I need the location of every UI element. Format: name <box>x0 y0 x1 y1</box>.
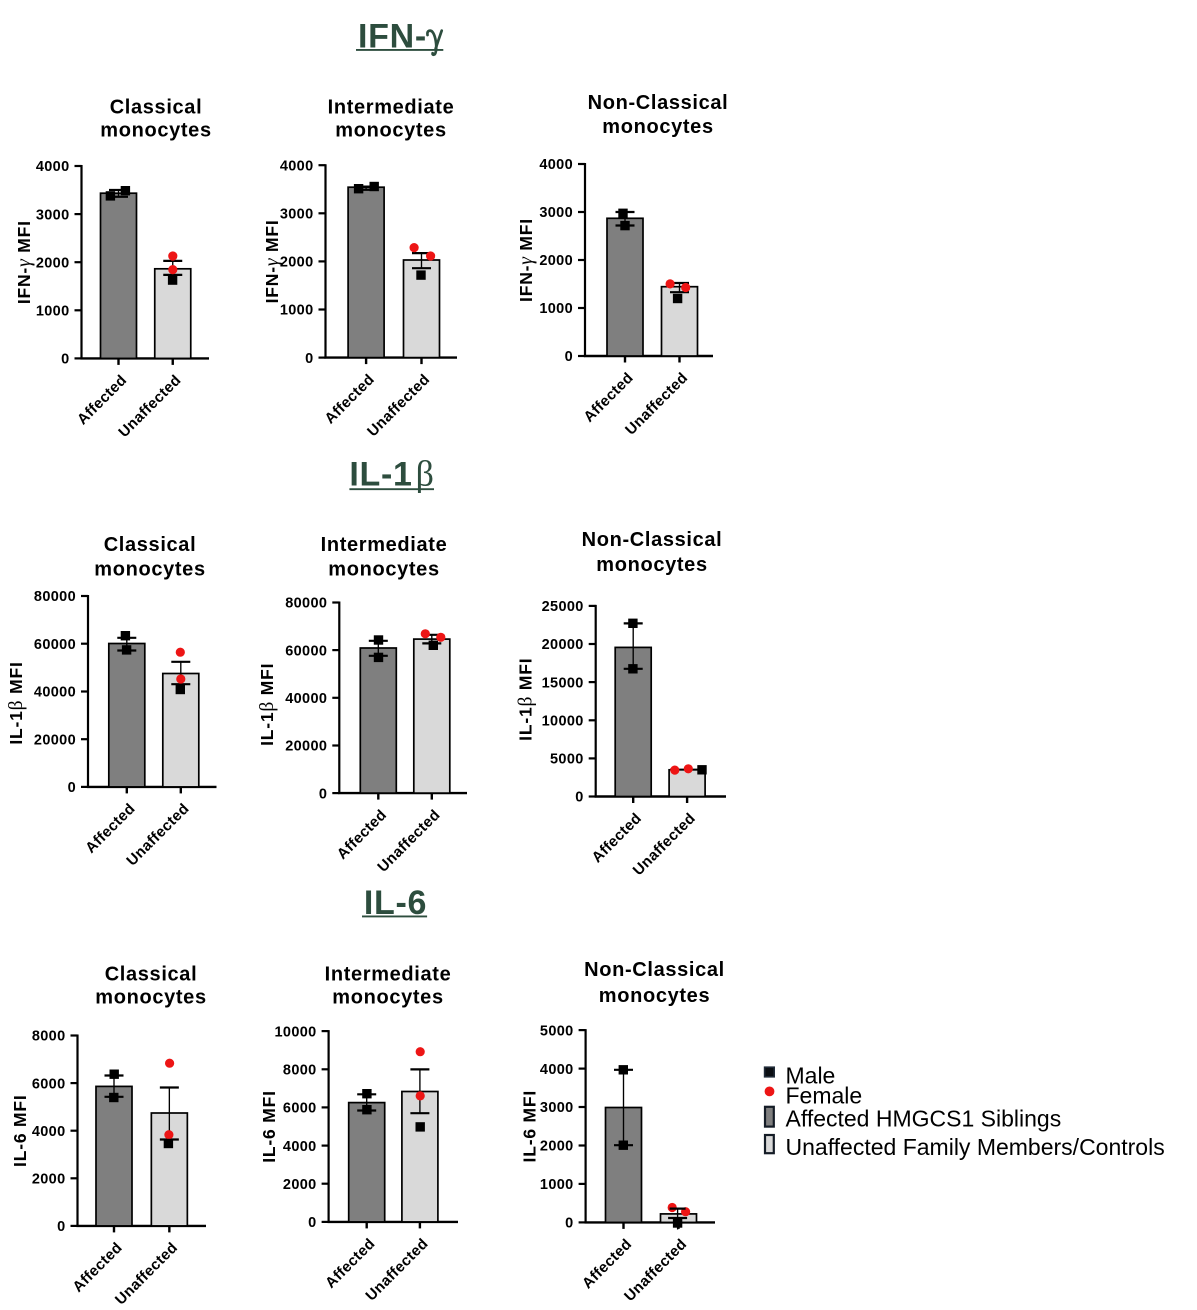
svg-text:2000: 2000 <box>283 1177 317 1193</box>
svg-text:0: 0 <box>308 1215 316 1231</box>
svg-text:80000: 80000 <box>285 596 327 612</box>
svg-text:4000: 4000 <box>283 1139 317 1155</box>
svg-text:1000: 1000 <box>539 301 573 317</box>
svg-text:2000: 2000 <box>539 253 573 269</box>
svg-text:3000: 3000 <box>280 207 314 223</box>
svg-text:0: 0 <box>565 1216 573 1232</box>
svg-text:20000: 20000 <box>34 732 76 748</box>
svg-text:Affected HMGCS1 Siblings: Affected HMGCS1 Siblings <box>786 1106 1062 1132</box>
svg-text:15000: 15000 <box>542 675 584 691</box>
svg-text:Classical: Classical <box>105 963 198 985</box>
svg-text:8000: 8000 <box>32 1029 66 1045</box>
svg-text:5000: 5000 <box>540 1023 574 1039</box>
svg-text:Non-Classical: Non-Classical <box>582 529 723 551</box>
svg-text:1000: 1000 <box>280 303 314 319</box>
svg-text:4000: 4000 <box>280 158 314 174</box>
svg-text:monocytes: monocytes <box>95 987 206 1009</box>
svg-text:20000: 20000 <box>542 637 584 653</box>
svg-text:Female: Female <box>786 1083 863 1109</box>
svg-text:IL-1β MFI: IL-1β MFI <box>6 661 27 744</box>
svg-text:IL-6 MFI: IL-6 MFI <box>10 1094 30 1167</box>
svg-text:6000: 6000 <box>32 1076 66 1092</box>
svg-text:Classical: Classical <box>110 96 203 118</box>
svg-text:Non-Classical: Non-Classical <box>584 959 725 981</box>
svg-text:3000: 3000 <box>539 205 573 221</box>
svg-text:25000: 25000 <box>542 599 584 615</box>
svg-text:2000: 2000 <box>36 255 70 271</box>
svg-text:IL-1β MFI: IL-1β MFI <box>516 658 537 741</box>
svg-text:4000: 4000 <box>32 1124 66 1140</box>
svg-text:60000: 60000 <box>285 643 327 659</box>
svg-text:0: 0 <box>305 351 313 367</box>
svg-text:40000: 40000 <box>34 685 76 701</box>
svg-text:0: 0 <box>61 352 69 368</box>
svg-text:IFN-γ MFI: IFN-γ MFI <box>14 220 35 304</box>
svg-text:1000: 1000 <box>36 304 70 320</box>
svg-text:monocytes: monocytes <box>335 120 446 142</box>
svg-text:IFN-γ MFI: IFN-γ MFI <box>516 218 537 302</box>
svg-text:6000: 6000 <box>283 1101 317 1117</box>
svg-text:10000: 10000 <box>542 714 584 730</box>
svg-text:0: 0 <box>57 1219 65 1235</box>
svg-text:4000: 4000 <box>36 159 70 175</box>
svg-text:0: 0 <box>565 349 573 365</box>
svg-text:IL-1β: IL-1β <box>349 454 434 494</box>
svg-text:3000: 3000 <box>36 207 70 223</box>
svg-text:0: 0 <box>575 790 583 806</box>
svg-text:monocytes: monocytes <box>100 120 211 142</box>
svg-text:0: 0 <box>68 780 76 796</box>
svg-text:4000: 4000 <box>539 157 573 173</box>
svg-text:80000: 80000 <box>34 589 76 605</box>
svg-text:5000: 5000 <box>550 752 584 768</box>
svg-text:Intermediate: Intermediate <box>328 96 455 118</box>
svg-text:Male: Male <box>786 1063 836 1089</box>
svg-text:4000: 4000 <box>540 1062 574 1078</box>
svg-text:20000: 20000 <box>285 739 327 755</box>
svg-text:2000: 2000 <box>280 255 314 271</box>
svg-text:3000: 3000 <box>540 1100 574 1116</box>
svg-text:IL-6 MFI: IL-6 MFI <box>520 1090 540 1163</box>
svg-text:Non-Classical: Non-Classical <box>588 92 729 114</box>
svg-text:2000: 2000 <box>32 1172 66 1188</box>
svg-text:IFN-γ MFI: IFN-γ MFI <box>262 219 283 303</box>
svg-text:2000: 2000 <box>540 1139 574 1155</box>
svg-text:Intermediate: Intermediate <box>325 963 452 985</box>
svg-text:Unaffected Family Members/Cont: Unaffected Family Members/Controls <box>786 1134 1165 1160</box>
svg-text:monocytes: monocytes <box>332 987 443 1009</box>
svg-text:60000: 60000 <box>34 637 76 653</box>
svg-text:Intermediate: Intermediate <box>321 534 448 556</box>
svg-text:monocytes: monocytes <box>599 985 710 1007</box>
svg-text:monocytes: monocytes <box>602 116 713 138</box>
svg-text:10000: 10000 <box>275 1024 317 1040</box>
svg-text:1000: 1000 <box>540 1177 574 1193</box>
svg-text:0: 0 <box>319 786 327 802</box>
svg-text:Classical: Classical <box>104 534 197 556</box>
svg-text:monocytes: monocytes <box>94 559 205 581</box>
svg-text:monocytes: monocytes <box>328 559 439 581</box>
svg-text:monocytes: monocytes <box>596 554 707 576</box>
svg-text:IL-1β MFI: IL-1β MFI <box>257 663 278 746</box>
svg-text:8000: 8000 <box>283 1063 317 1079</box>
svg-text:40000: 40000 <box>285 691 327 707</box>
svg-text:IL-6 MFI: IL-6 MFI <box>259 1090 279 1163</box>
